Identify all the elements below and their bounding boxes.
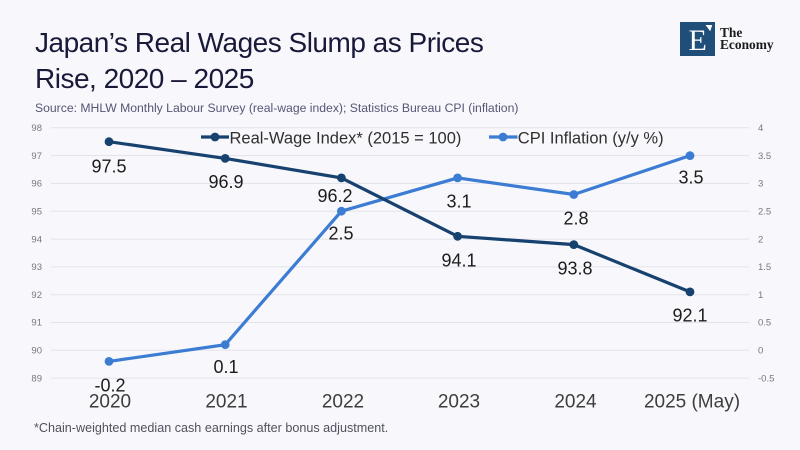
svg-text:2025 (May): 2025 (May) <box>644 392 740 413</box>
svg-text:97: 97 <box>31 151 42 162</box>
svg-text:4: 4 <box>758 123 763 134</box>
svg-text:CPI Inflation (y/y %): CPI Inflation (y/y %) <box>518 130 664 148</box>
svg-text:89: 89 <box>31 373 42 384</box>
svg-text:2022: 2022 <box>322 392 364 413</box>
svg-text:92.1: 92.1 <box>672 306 707 326</box>
svg-text:2.8: 2.8 <box>563 209 588 229</box>
svg-text:96: 96 <box>31 179 42 190</box>
svg-text:1: 1 <box>758 290 763 301</box>
svg-text:3.5: 3.5 <box>678 168 703 188</box>
svg-text:96.2: 96.2 <box>317 186 352 206</box>
svg-text:0: 0 <box>758 346 763 357</box>
svg-text:3: 3 <box>758 179 763 190</box>
svg-text:98: 98 <box>31 123 42 134</box>
svg-text:94.1: 94.1 <box>441 251 476 271</box>
svg-text:92: 92 <box>31 290 42 301</box>
svg-text:-0.5: -0.5 <box>758 373 774 384</box>
svg-text:96.9: 96.9 <box>208 172 243 192</box>
svg-text:93.8: 93.8 <box>557 259 592 279</box>
svg-text:2020: 2020 <box>89 392 131 413</box>
svg-text:1.5: 1.5 <box>758 262 771 273</box>
svg-text:2.5: 2.5 <box>758 206 771 217</box>
svg-text:3.1: 3.1 <box>446 192 471 212</box>
svg-text:0.1: 0.1 <box>213 357 238 377</box>
svg-text:91: 91 <box>31 318 42 329</box>
svg-text:-0.2: -0.2 <box>94 376 125 396</box>
svg-text:95: 95 <box>31 206 42 217</box>
svg-text:0.5: 0.5 <box>758 318 771 329</box>
svg-text:3.5: 3.5 <box>758 151 771 162</box>
svg-text:2024: 2024 <box>554 392 597 413</box>
svg-text:94: 94 <box>31 234 42 245</box>
svg-text:2.5: 2.5 <box>328 224 353 244</box>
svg-text:90: 90 <box>31 346 42 357</box>
svg-text:2021: 2021 <box>205 392 247 413</box>
svg-text:2023: 2023 <box>438 392 480 413</box>
svg-text:97.5: 97.5 <box>91 157 126 177</box>
svg-text:2: 2 <box>758 234 763 245</box>
svg-text:93: 93 <box>31 262 42 273</box>
svg-text:Real-Wage Index* (2015 = 100): Real-Wage Index* (2015 = 100) <box>230 130 462 148</box>
